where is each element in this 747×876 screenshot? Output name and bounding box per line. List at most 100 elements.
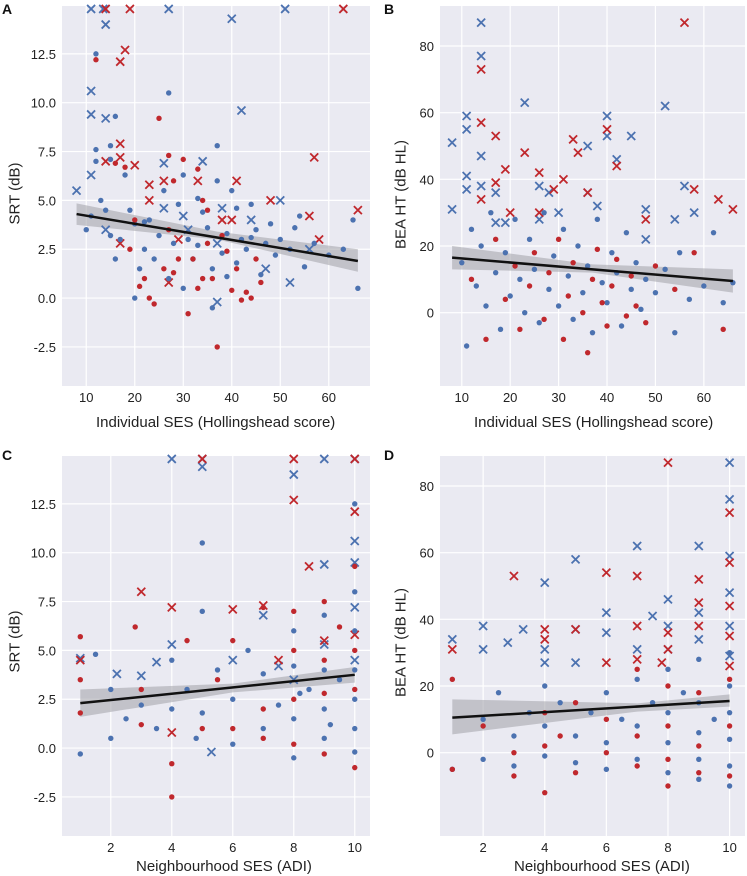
red-dot-point bbox=[352, 764, 358, 771]
red-cross-point bbox=[694, 621, 704, 631]
red-dot-point bbox=[634, 666, 640, 673]
blue-dot-point bbox=[726, 709, 733, 716]
blue-dot-point bbox=[726, 649, 733, 656]
x-tick-label: 8 bbox=[664, 840, 671, 855]
red-dot-point bbox=[151, 301, 157, 307]
red-cross-point bbox=[663, 644, 673, 654]
blue-dot-point bbox=[572, 733, 579, 739]
blue-dot-point bbox=[292, 225, 298, 231]
red-dot-point bbox=[214, 677, 221, 683]
red-dot-point bbox=[291, 608, 297, 615]
blue-dot-point bbox=[185, 236, 191, 243]
red-dot-point bbox=[542, 743, 548, 749]
blue-cross-point bbox=[476, 51, 486, 61]
blue-dot-point bbox=[77, 751, 83, 757]
blue-cross-point bbox=[98, 4, 108, 14]
red-dot-point bbox=[93, 57, 99, 63]
blue-dot-point bbox=[480, 716, 486, 723]
red-dot-point bbox=[584, 349, 591, 356]
x-axis-label-a: Individual SES (Hollingshead score) bbox=[96, 414, 336, 431]
blue-dot-point bbox=[468, 226, 475, 233]
blue-dot-point bbox=[355, 285, 361, 292]
red-dot-point bbox=[260, 604, 266, 611]
blue-dot-point bbox=[551, 253, 557, 259]
panel-letter-d: D bbox=[384, 447, 395, 463]
red-cross-point bbox=[632, 654, 642, 664]
blue-cross-point bbox=[518, 624, 528, 634]
blue-dot-point bbox=[169, 657, 175, 663]
red-dot-point bbox=[517, 326, 523, 333]
x-tick-label: 2 bbox=[480, 840, 487, 855]
blue-dot-point bbox=[93, 158, 99, 165]
x-axis-label-c: Neighbourhood SES (ADI) bbox=[136, 858, 312, 875]
blue-dot-point bbox=[352, 725, 358, 732]
red-dot-point bbox=[633, 303, 639, 309]
y-tick-label: 12.5 bbox=[31, 497, 56, 512]
red-dot-point bbox=[321, 751, 327, 757]
red-cross-point bbox=[228, 604, 238, 615]
red-cross-point bbox=[558, 174, 569, 184]
blue-dot-point bbox=[117, 236, 123, 243]
blue-dot-point bbox=[480, 756, 486, 763]
red-dot-point bbox=[77, 677, 83, 683]
x-tick-label: 10 bbox=[79, 390, 93, 405]
blue-cross-point bbox=[112, 669, 122, 679]
blue-dot-point bbox=[495, 689, 502, 696]
regression-line bbox=[76, 212, 359, 263]
blue-dot-point bbox=[497, 326, 504, 333]
blue-dot-point bbox=[112, 113, 119, 120]
blue-cross-point bbox=[350, 557, 360, 568]
blue-cross-point bbox=[553, 208, 564, 218]
red-dot-point bbox=[260, 735, 266, 742]
blue-cross-point bbox=[289, 469, 299, 480]
red-dot-point bbox=[726, 676, 733, 683]
red-dot-point bbox=[546, 269, 552, 276]
red-cross-point bbox=[130, 160, 140, 170]
red-dot-point bbox=[696, 743, 702, 749]
red-dot-point bbox=[565, 293, 571, 299]
red-cross-point bbox=[540, 634, 550, 644]
red-cross-point bbox=[694, 574, 704, 584]
red-dot-point bbox=[175, 256, 182, 262]
red-dot-point bbox=[726, 773, 733, 779]
red-dot-point bbox=[511, 773, 517, 779]
red-cross-point bbox=[612, 161, 622, 171]
blue-cross-point bbox=[694, 608, 704, 618]
red-dot-point bbox=[209, 275, 216, 282]
red-dot-point bbox=[77, 710, 83, 716]
regression-line bbox=[80, 673, 355, 705]
red-cross-point bbox=[601, 568, 612, 578]
red-dot-point bbox=[720, 326, 726, 333]
red-dot-point bbox=[258, 279, 264, 286]
blue-dot-point bbox=[696, 656, 702, 663]
blue-dot-point bbox=[243, 246, 250, 252]
blue-dot-point bbox=[245, 647, 251, 654]
red-cross-point bbox=[350, 454, 360, 464]
blue-dot-point bbox=[603, 739, 610, 746]
blue-dot-point bbox=[199, 608, 205, 615]
blue-cross-point bbox=[86, 109, 96, 120]
blue-dot-point bbox=[726, 763, 733, 769]
blue-dot-point bbox=[720, 299, 726, 306]
red-dot-point bbox=[253, 256, 259, 262]
blue-dot-point bbox=[272, 252, 279, 258]
blue-dot-point bbox=[204, 225, 211, 231]
blue-dot-point bbox=[132, 295, 138, 301]
red-cross-point bbox=[289, 454, 299, 464]
red-dot-point bbox=[112, 160, 119, 166]
red-cross-point bbox=[217, 215, 227, 225]
blue-dot-point bbox=[662, 266, 668, 273]
y-tick-label: 2.5 bbox=[38, 692, 56, 707]
red-dot-point bbox=[127, 246, 133, 252]
blue-dot-point bbox=[701, 283, 707, 289]
blue-cross-point bbox=[461, 124, 472, 134]
blue-cross-point bbox=[478, 644, 488, 654]
blue-dot-point bbox=[170, 240, 177, 247]
red-dot-point bbox=[321, 657, 327, 663]
red-cross-point bbox=[694, 598, 704, 608]
blue-dot-point bbox=[634, 723, 640, 729]
blue-dot-point bbox=[599, 279, 605, 286]
panel-letter-a: A bbox=[2, 1, 13, 17]
red-cross-point bbox=[663, 458, 673, 468]
